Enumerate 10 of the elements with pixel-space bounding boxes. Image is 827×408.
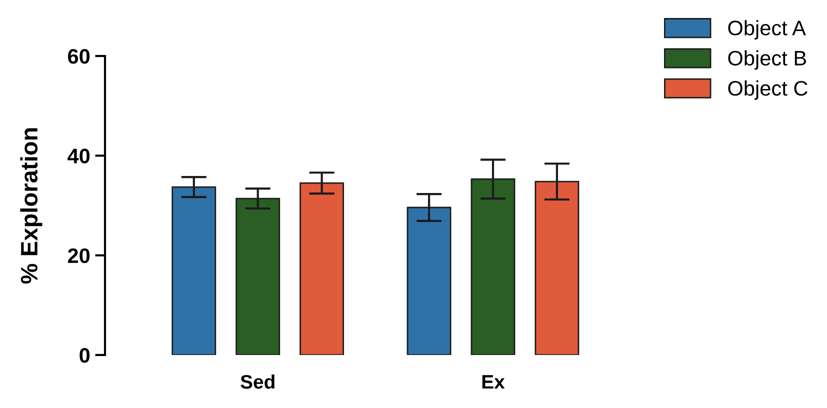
y-tick-label: 40 [68, 148, 90, 164]
y-tick-label: 0 [80, 348, 90, 363]
y-tick-label: 20 [68, 248, 90, 264]
y-tick-label: 60 [68, 49, 90, 64]
y-axis-title: % Exploration [20, 128, 42, 284]
x-tick-label: Ex [482, 375, 505, 389]
x-tick-label: Sed [240, 374, 274, 389]
legend-label: Object C [728, 80, 808, 100]
legend-label: Object B [728, 50, 806, 70]
legend-label: Object A [728, 20, 806, 40]
